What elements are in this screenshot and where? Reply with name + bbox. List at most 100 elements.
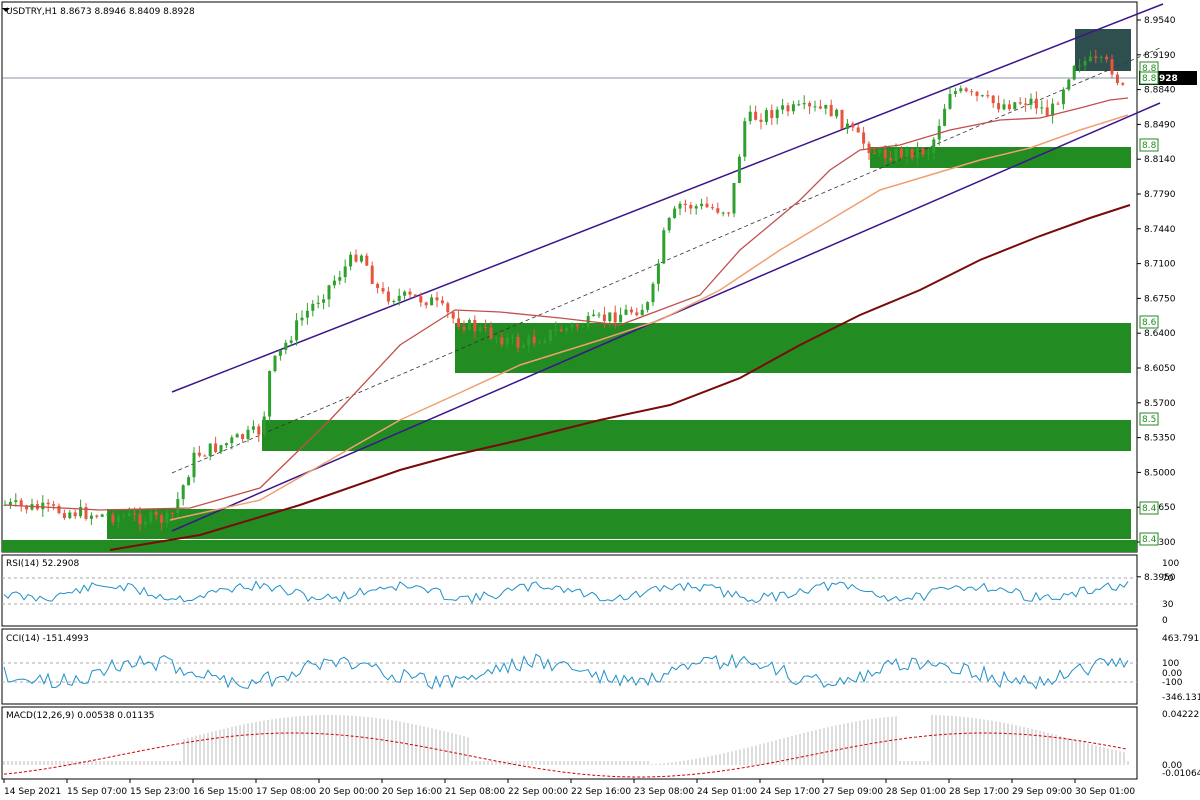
candle-body [948, 94, 952, 109]
candle-body [349, 254, 353, 267]
time-tick-label: 14 Sep 2021 [4, 787, 61, 797]
candle-body [181, 485, 185, 500]
candle-body [435, 297, 439, 301]
time-tick-label: 15 Sep 07:00 [67, 787, 127, 797]
price-tick-label: 8.8840 [1144, 86, 1176, 96]
zone-price-tags: 8.88.88.88.68.58.48.4 [1139, 61, 1159, 546]
indicator-scale-label: -100 [1162, 678, 1183, 688]
rsi-panel[interactable] [1, 554, 1138, 627]
indicator-scale-label: 30 [1162, 600, 1174, 610]
candle-body [770, 110, 774, 119]
time-tick-label: 29 Sep 09:00 [1012, 787, 1072, 797]
indicator-scale-label: 0.00 [1162, 669, 1182, 679]
candle-body [89, 515, 93, 519]
zone-tag-box [1139, 315, 1159, 329]
candle-body [79, 507, 83, 517]
time-tick-label: 20 Sep 16:00 [382, 787, 442, 797]
candle-body [883, 149, 887, 159]
candle-body [991, 95, 995, 104]
candle-body [597, 314, 601, 316]
ma-slow-line [109, 204, 1131, 551]
candle-body [413, 294, 417, 297]
candle-body [462, 326, 466, 330]
candle-body [700, 203, 704, 207]
macd-panel[interactable] [1, 706, 1138, 780]
macd-label: MACD(12,26,9) 0.00538 0.01135 [6, 711, 155, 721]
candle-body [818, 106, 822, 109]
candle-body [678, 203, 682, 209]
candle-body [694, 206, 698, 209]
candle-body [748, 111, 752, 122]
candle-body [932, 139, 936, 154]
candle-body [797, 104, 801, 106]
candle-body [111, 514, 115, 523]
zone-tag-label: 8.4 [1142, 504, 1157, 514]
candle-body [208, 443, 212, 456]
candle-body [673, 208, 677, 219]
time-tick-label: 15 Sep 23:00 [130, 787, 190, 797]
candle-body [386, 291, 390, 302]
candle-body [813, 106, 817, 108]
candle-body [943, 108, 947, 126]
candle-body [484, 326, 488, 328]
candle-body [1115, 74, 1119, 84]
candle-body [284, 342, 288, 350]
candle-body [656, 263, 660, 284]
candle-body [68, 512, 72, 519]
candle-body [640, 309, 644, 316]
zone-rect [2, 540, 1137, 552]
candle-body [257, 426, 261, 435]
main-chart-panel[interactable] [1, 1, 1138, 553]
candle-body [332, 280, 336, 286]
cci-line [3, 653, 1129, 690]
price-tick-label: 8.4650 [1144, 503, 1176, 513]
candle-body [986, 95, 990, 97]
zone-tag-label: 8.8 [1142, 64, 1157, 74]
candle-body [975, 91, 979, 96]
candle-body [149, 511, 153, 522]
zone-tag-label: 8.6 [1142, 318, 1157, 328]
time-tick-label: 28 Sep 17:00 [949, 787, 1009, 797]
candle-body [851, 123, 855, 128]
candle-body [262, 416, 266, 435]
indicator-scale-label: -346.131 [1162, 693, 1200, 703]
candle-body [899, 148, 903, 158]
candle-body [667, 218, 671, 231]
zone-tag-label: 8.8 [1142, 141, 1157, 151]
rsi-line [3, 580, 1129, 604]
candle-body [781, 105, 785, 110]
candle-body [716, 208, 720, 213]
candle-body [997, 103, 1001, 110]
candle-body [440, 300, 444, 304]
candle-body [365, 255, 369, 266]
candle-body [1121, 83, 1125, 85]
candle-body [835, 109, 839, 117]
candle-body [1056, 103, 1060, 105]
candle-body [467, 319, 471, 330]
candle-body [197, 452, 201, 456]
candle-body [230, 437, 234, 444]
candle-body [170, 512, 174, 514]
time-tick-label: 24 Sep 17:00 [760, 787, 820, 797]
candle-body [424, 302, 428, 306]
candle-body [354, 254, 358, 262]
candle-body [743, 121, 747, 157]
candle-body [791, 104, 795, 112]
candle-body [635, 312, 639, 316]
chevron-down-icon[interactable] [2, 8, 10, 12]
candle-body [62, 513, 66, 519]
channel-mid-line [171, 47, 1161, 474]
price-tick-label: 8.9540 [1144, 16, 1176, 26]
candle-body [165, 512, 169, 523]
candle-body [953, 91, 957, 95]
time-tick-label: 30 Sep 01:00 [1075, 787, 1135, 797]
rsi-scale: 100 70 30 0 [1162, 559, 1179, 626]
candle-body [829, 104, 833, 117]
candle-body [575, 324, 579, 327]
candle-body [106, 514, 110, 516]
candle-body [381, 288, 385, 292]
candle-body [41, 502, 45, 510]
candle-body [138, 514, 142, 525]
candle-body [176, 499, 180, 513]
